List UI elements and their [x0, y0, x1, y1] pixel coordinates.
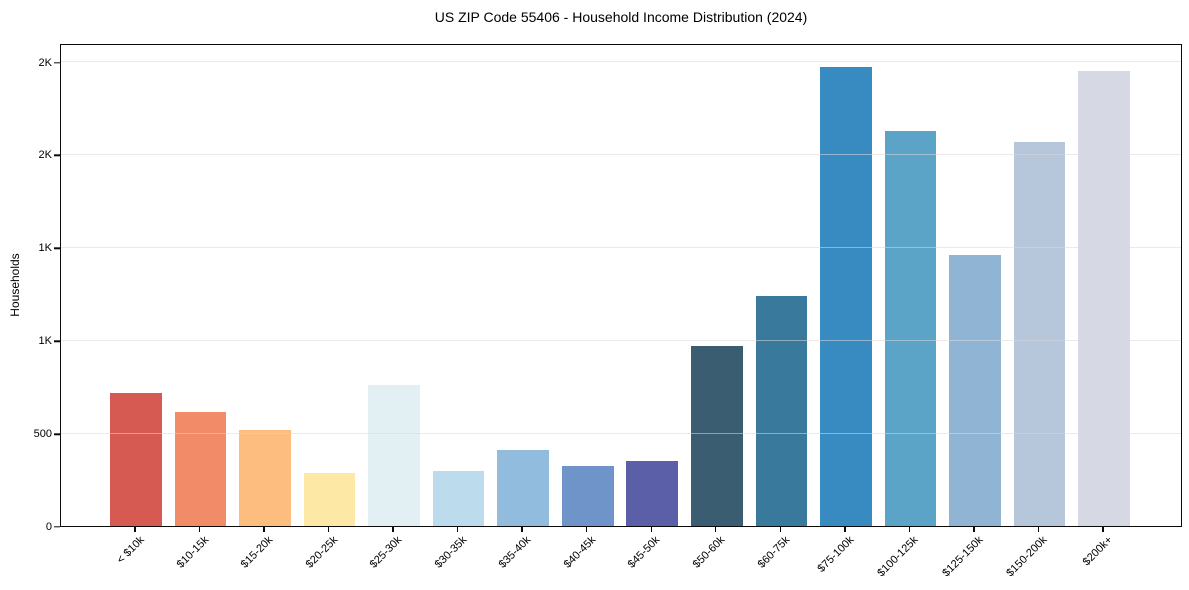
x-tick-label: $150-200k — [1004, 534, 1050, 580]
bar-15 — [1013, 142, 1066, 526]
bar-14 — [949, 254, 1001, 526]
bar-2 — [174, 412, 227, 526]
y-tick-label: 500 — [33, 428, 52, 441]
x-tick-mark — [650, 527, 652, 532]
x-tick-label: $25-30k — [368, 534, 405, 571]
bar-7 — [497, 450, 549, 526]
y-tick-mark — [54, 61, 60, 64]
bar-1 — [110, 393, 162, 526]
y-tick-label: 0 — [45, 521, 52, 533]
x-tick-label: $200k+ — [1080, 534, 1115, 569]
x-tick-label: < $10k — [114, 534, 147, 567]
x-tick-label: $75-100k — [815, 534, 857, 575]
x-tick-mark — [456, 527, 459, 532]
gridline-2500 — [61, 61, 1181, 63]
x-tick-label: $50-60k — [690, 534, 728, 571]
y-tick-label: 1K — [38, 335, 52, 348]
gridline-1000 — [61, 339, 1181, 341]
x-tick-label: $60-75k — [755, 534, 792, 571]
gridline-1500 — [61, 246, 1181, 248]
gridline-500 — [61, 432, 1181, 434]
x-tick-mark — [908, 527, 911, 532]
x-tick-label: $100-125k — [875, 534, 921, 580]
x-tick-mark — [392, 527, 394, 532]
x-tick-label: $20-25k — [303, 534, 341, 571]
x-tick-label: $45-50k — [626, 534, 663, 571]
y-tick-mark — [54, 526, 60, 528]
x-tick-mark — [586, 527, 588, 532]
y-tick-mark — [54, 433, 60, 435]
gridline-2000 — [61, 153, 1181, 155]
y-tick-mark — [54, 340, 60, 342]
bar-6 — [432, 470, 485, 526]
x-tick-mark — [134, 527, 136, 532]
x-tick-mark — [521, 527, 523, 532]
bar-5 — [368, 384, 420, 526]
x-tick-mark — [844, 527, 846, 532]
x-tick-label: $30-35k — [432, 534, 470, 571]
bar-8 — [561, 466, 614, 526]
x-tick-mark — [779, 527, 781, 532]
x-tick-label: $35-40k — [497, 534, 534, 571]
x-tick-label: $40-45k — [561, 534, 599, 571]
x-tick-mark — [1037, 527, 1040, 532]
bar-10 — [690, 346, 743, 526]
bar-16 — [1078, 71, 1130, 526]
x-tick-mark — [327, 527, 330, 532]
x-tick-mark — [715, 527, 717, 532]
y-axis-label: Households — [8, 253, 22, 317]
y-tick-label: 1K — [38, 242, 52, 255]
chart-title: US ZIP Code 55406 - Household Income Dis… — [434, 9, 808, 25]
bar-9 — [626, 460, 679, 526]
x-tick-label: $10-15k — [174, 534, 212, 571]
bar-12 — [820, 66, 872, 526]
plot-area — [60, 44, 1182, 527]
x-tick-mark — [1102, 527, 1104, 532]
bar-4 — [303, 473, 356, 526]
y-tick-mark — [54, 154, 60, 157]
x-tick-mark — [263, 527, 265, 532]
x-tick-label: $125-150k — [940, 534, 986, 580]
x-tick-mark — [198, 527, 201, 532]
x-tick-mark — [973, 527, 975, 532]
x-tick-label: $15-20k — [238, 534, 276, 571]
y-tick-mark — [54, 247, 60, 250]
y-tick-label: 2K — [38, 149, 52, 162]
bar-13 — [884, 131, 937, 526]
bar-11 — [755, 296, 808, 526]
bar-3 — [239, 430, 291, 526]
y-tick-label: 2K — [38, 56, 52, 69]
